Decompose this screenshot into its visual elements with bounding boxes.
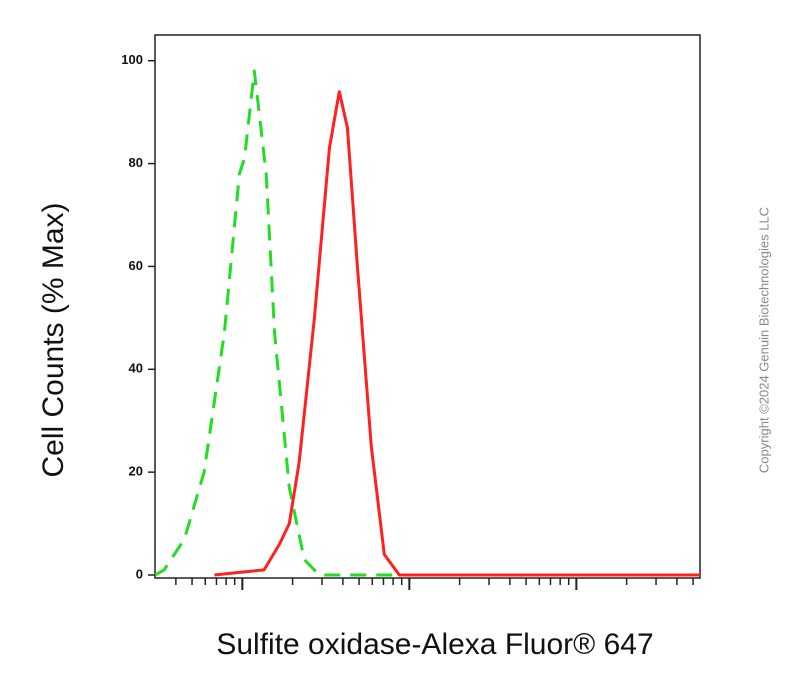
histogram-line bbox=[154, 69, 700, 577]
copyright: Copyright ©2024 Genuin Biotechnologies L… bbox=[756, 207, 771, 473]
x-axis-label: Sulfite oxidase-Alexa Fluor® 647 bbox=[216, 628, 653, 661]
y-tick-label: 20 bbox=[129, 464, 143, 479]
histogram-line bbox=[214, 90, 700, 577]
plot-frame bbox=[154, 34, 701, 579]
y-tick-label: 100 bbox=[121, 52, 143, 67]
y-tick-label: 40 bbox=[129, 361, 143, 376]
y-tick-label: 60 bbox=[129, 258, 143, 273]
y-tick-label: 80 bbox=[129, 155, 143, 170]
y-axis-label: Cell Counts (% Max) bbox=[37, 202, 70, 477]
y-tick-label: 0 bbox=[136, 566, 143, 581]
